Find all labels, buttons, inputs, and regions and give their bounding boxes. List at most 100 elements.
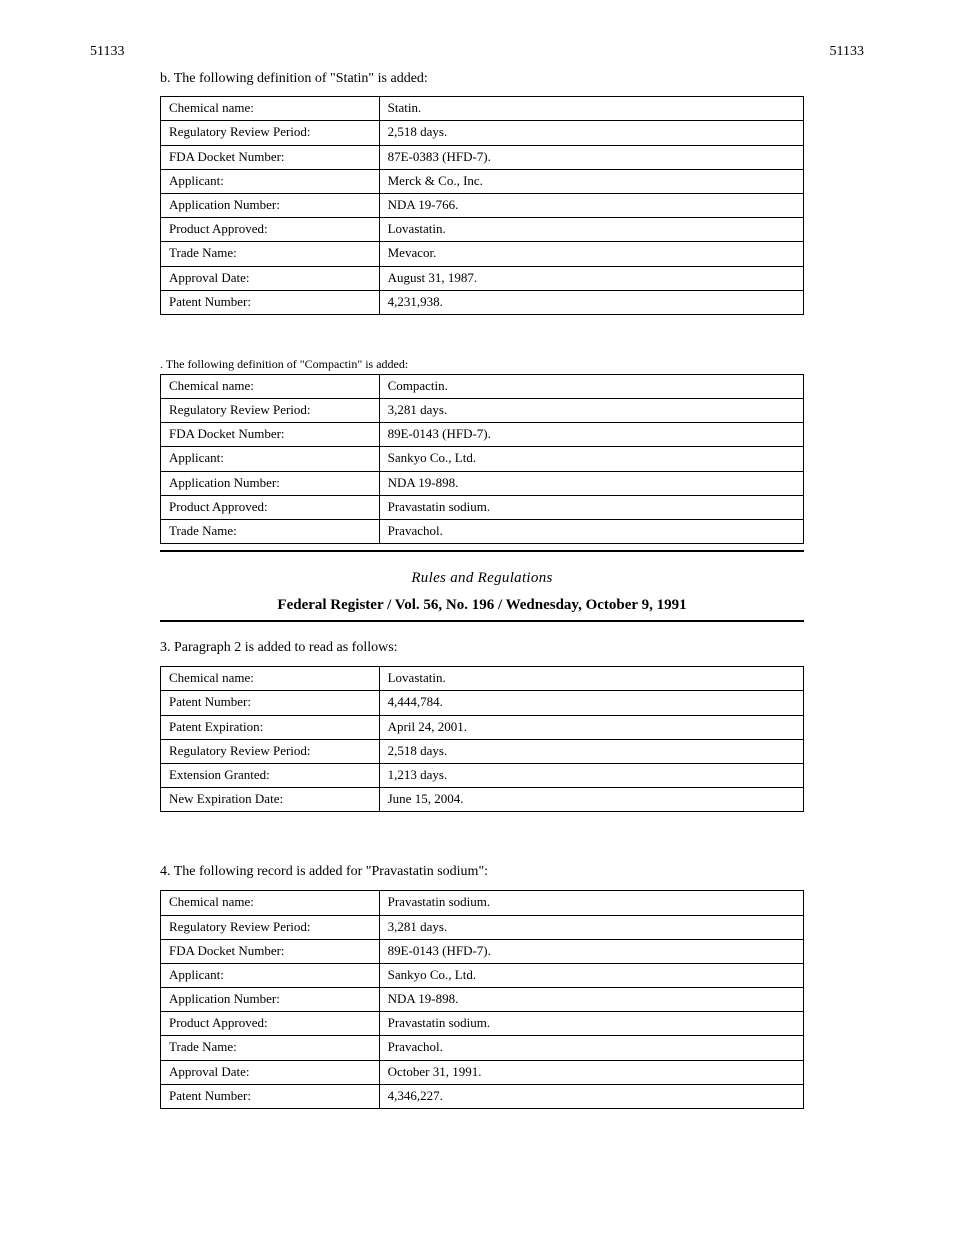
table-row: Approval Date:August 31, 1987. <box>161 266 804 290</box>
page-number-left: 51133 <box>90 44 124 60</box>
table-row: Chemical name:Statin. <box>161 97 804 121</box>
table-row: Extension Granted:1,213 days. <box>161 763 804 787</box>
section-title: Federal Register / Vol. 56, No. 196 / We… <box>160 597 804 614</box>
cell-label: FDA Docket Number: <box>161 939 380 963</box>
cell-value: 4,231,938. <box>379 290 803 314</box>
cell-label: Trade Name: <box>161 1036 380 1060</box>
cell-label: Trade Name: <box>161 242 380 266</box>
cell-value: Lovastatin. <box>379 218 803 242</box>
table-1b: Chemical name:Compactin. Regulatory Revi… <box>160 374 804 544</box>
cell-label: FDA Docket Number: <box>161 423 380 447</box>
cell-label: Applicant: <box>161 169 380 193</box>
cell-value: NDA 19-766. <box>379 193 803 217</box>
cell-label: FDA Docket Number: <box>161 145 380 169</box>
cell-label: Extension Granted: <box>161 763 380 787</box>
cell-label: Patent Number: <box>161 691 380 715</box>
cell-value: Lovastatin. <box>379 667 803 691</box>
table-row: Product Approved:Pravastatin sodium. <box>161 1012 804 1036</box>
table-row: FDA Docket Number:89E-0143 (HFD-7). <box>161 423 804 447</box>
cell-label: New Expiration Date: <box>161 788 380 812</box>
table-row: Application Number:NDA 19-898. <box>161 988 804 1012</box>
table-row: New Expiration Date:June 15, 2004. <box>161 788 804 812</box>
cell-value: 87E-0383 (HFD-7). <box>379 145 803 169</box>
caption-1a: b. The following definition of "Statin" … <box>160 70 804 88</box>
cell-label: Applicant: <box>161 447 380 471</box>
table-row: Trade Name:Pravachol. <box>161 1036 804 1060</box>
cell-value: Pravastatin sodium. <box>379 495 803 519</box>
table-row: Regulatory Review Period:3,281 days. <box>161 399 804 423</box>
cell-label: Regulatory Review Period: <box>161 739 380 763</box>
cell-value: 89E-0143 (HFD-7). <box>379 423 803 447</box>
cell-label: Application Number: <box>161 193 380 217</box>
cell-label: Chemical name: <box>161 374 380 398</box>
table-row: Product Approved:Pravastatin sodium. <box>161 495 804 519</box>
cell-label: Approval Date: <box>161 1060 380 1084</box>
table-row: Patent Expiration:April 24, 2001. <box>161 715 804 739</box>
cell-label: Application Number: <box>161 988 380 1012</box>
table-row: Regulatory Review Period:2,518 days. <box>161 121 804 145</box>
cell-value: June 15, 2004. <box>379 788 803 812</box>
table-row: Regulatory Review Period:3,281 days. <box>161 915 804 939</box>
cell-label: Chemical name: <box>161 891 380 915</box>
table-row: Application Number:NDA 19-766. <box>161 193 804 217</box>
cell-label: Product Approved: <box>161 495 380 519</box>
cell-value: Pravastatin sodium. <box>379 891 803 915</box>
table-row: Chemical name:Pravastatin sodium. <box>161 891 804 915</box>
cell-label: Patent Number: <box>161 1084 380 1108</box>
cell-value: 2,518 days. <box>379 121 803 145</box>
table-row: FDA Docket Number:87E-0383 (HFD-7). <box>161 145 804 169</box>
cell-label: Application Number: <box>161 471 380 495</box>
caption-1b: . The following definition of "Compactin… <box>160 357 804 372</box>
cell-value: April 24, 2001. <box>379 715 803 739</box>
page: 51133 51133 b. The following definition … <box>0 0 954 1177</box>
cell-value: Mevacor. <box>379 242 803 266</box>
cell-value: NDA 19-898. <box>379 471 803 495</box>
cell-value: Sankyo Co., Ltd. <box>379 447 803 471</box>
cell-value: Compactin. <box>379 374 803 398</box>
table-row: Approval Date:October 31, 1991. <box>161 1060 804 1084</box>
cell-value: 4,444,784. <box>379 691 803 715</box>
cell-value: Pravachol. <box>379 1036 803 1060</box>
table-2a: Chemical name:Lovastatin. Patent Number:… <box>160 666 804 812</box>
section-rule-top <box>160 550 804 552</box>
cell-label: Regulatory Review Period: <box>161 399 380 423</box>
cell-value: October 31, 1991. <box>379 1060 803 1084</box>
cell-label: Approval Date: <box>161 266 380 290</box>
table-row: Applicant:Sankyo Co., Ltd. <box>161 963 804 987</box>
table-row: Patent Number:4,346,227. <box>161 1084 804 1108</box>
cell-value: 3,281 days. <box>379 399 803 423</box>
cell-label: Regulatory Review Period: <box>161 121 380 145</box>
table-row: Application Number:NDA 19-898. <box>161 471 804 495</box>
cell-value: 4,346,227. <box>379 1084 803 1108</box>
cell-value: 3,281 days. <box>379 915 803 939</box>
cell-value: August 31, 1987. <box>379 266 803 290</box>
cell-label: Patent Number: <box>161 290 380 314</box>
caption-2a: 3. Paragraph 2 is added to read as follo… <box>160 640 804 656</box>
table-row: Chemical name:Compactin. <box>161 374 804 398</box>
cell-value: Sankyo Co., Ltd. <box>379 963 803 987</box>
cell-label: Chemical name: <box>161 667 380 691</box>
table-row: FDA Docket Number:89E-0143 (HFD-7). <box>161 939 804 963</box>
cell-value: Pravachol. <box>379 520 803 544</box>
table-2b: Chemical name:Pravastatin sodium. Regula… <box>160 890 804 1109</box>
cell-label: Regulatory Review Period: <box>161 915 380 939</box>
caption-2b: 4. The following record is added for "Pr… <box>160 864 804 880</box>
cell-label: Patent Expiration: <box>161 715 380 739</box>
cell-value: Statin. <box>379 97 803 121</box>
table-row: Applicant:Merck & Co., Inc. <box>161 169 804 193</box>
table-row: Product Approved:Lovastatin. <box>161 218 804 242</box>
table-row: Chemical name:Lovastatin. <box>161 667 804 691</box>
cell-value: Merck & Co., Inc. <box>379 169 803 193</box>
table-row: Trade Name:Mevacor. <box>161 242 804 266</box>
cell-label: Product Approved: <box>161 218 380 242</box>
cell-label: Applicant: <box>161 963 380 987</box>
cell-value: 2,518 days. <box>379 739 803 763</box>
cell-label: Trade Name: <box>161 520 380 544</box>
table-row: Patent Number:4,444,784. <box>161 691 804 715</box>
page-number-right: 51133 <box>830 44 864 60</box>
cell-value: 89E-0143 (HFD-7). <box>379 939 803 963</box>
table-row: Regulatory Review Period:2,518 days. <box>161 739 804 763</box>
table-row: Trade Name:Pravachol. <box>161 520 804 544</box>
section-rule-bottom <box>160 620 804 622</box>
table-row: Applicant:Sankyo Co., Ltd. <box>161 447 804 471</box>
